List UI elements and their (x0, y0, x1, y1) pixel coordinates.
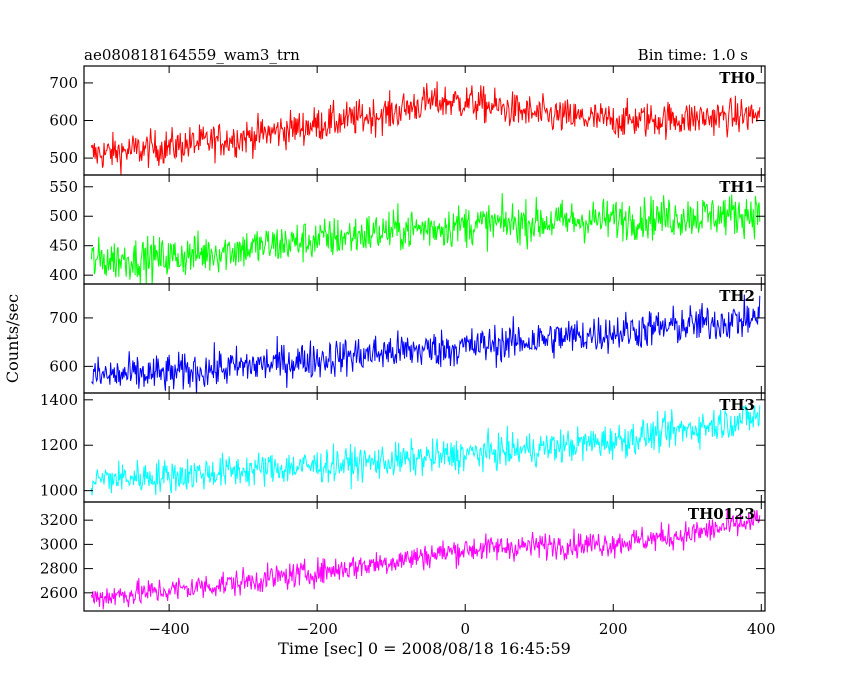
y-tick-label: 600 (49, 112, 78, 130)
y-tick-label: 500 (49, 207, 78, 225)
y-tick-label: 500 (49, 149, 78, 167)
y-tick-label: 700 (49, 74, 78, 92)
x-tick-label: 0 (460, 620, 470, 638)
y-tick-label: 400 (49, 266, 78, 284)
series-line-th3 (90, 404, 761, 496)
chart-title: ae080818164559_wam3_trn (84, 46, 300, 64)
panel-label: TH1 (719, 178, 755, 196)
x-axis-title: Time [sec] 0 = 2008/08/18 16:45:59 (278, 639, 571, 658)
panel-label: TH0123 (688, 505, 755, 523)
y-tick-label: 2600 (40, 584, 78, 602)
panel-frame (83, 283, 766, 394)
x-tick-label: 200 (599, 620, 628, 638)
panels-group: 500 600 700 TH0 400 450 500 550 TH1 600 700 TH2 1000… (40, 65, 776, 638)
panel-th1: 400 450 500 550 TH1 (49, 174, 766, 285)
panel-label: TH3 (719, 396, 755, 414)
panel-label: TH0 (719, 69, 755, 87)
y-tick-label: 2800 (40, 560, 78, 578)
series-line-th0123 (90, 508, 761, 610)
panel-th0: 500 600 700 TH0 (49, 65, 766, 176)
series-line-th2 (91, 294, 761, 393)
panel-th3: 1000 1200 1400 TH3 (40, 391, 766, 503)
bin-time-label: Bin time: 1.0 s (638, 46, 748, 64)
y-tick-label: 450 (49, 237, 78, 255)
y-tick-label: 1400 (40, 391, 78, 409)
y-tick-label: 550 (49, 178, 78, 196)
series-line-th0 (90, 81, 761, 175)
series-line-th1 (90, 193, 761, 284)
panel-th2: 600 700 TH2 (49, 283, 766, 394)
y-tick-label: 3200 (40, 511, 78, 529)
panel-label: TH2 (719, 287, 755, 305)
panel-th0123: 2600 2800 3000 3200 TH0123 (40, 501, 766, 612)
y-tick-label: 600 (49, 357, 78, 375)
x-tick-label: −400 (149, 620, 190, 638)
x-tick-label: −200 (297, 620, 338, 638)
panel-frame (83, 501, 766, 612)
y-tick-label: 3000 (40, 535, 78, 553)
y-tick-label: 700 (49, 309, 78, 327)
x-tick-label: 400 (747, 620, 776, 638)
y-tick-label: 1000 (40, 482, 78, 500)
y-axis-title: Counts/sec (3, 294, 22, 383)
y-tick-label: 1200 (40, 436, 78, 454)
